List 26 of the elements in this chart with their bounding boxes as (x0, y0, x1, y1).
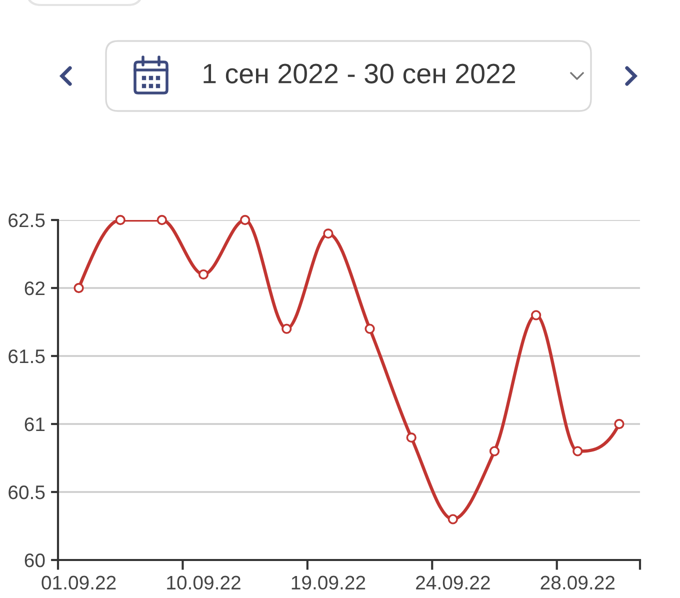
point (448, 514, 458, 524)
point (323, 228, 334, 239)
chart-title: 1 сен 2022 - 30 сен 2022 (204, 64, 516, 84)
x-tick-label: 24.09.22 (416, 576, 490, 590)
point (614, 418, 624, 430)
x-tick-label: 01.09.22 (42, 576, 116, 590)
y-tick-label: 60 (24, 553, 45, 568)
x-tick-label: 19.09.22 (292, 576, 366, 590)
point (406, 432, 416, 443)
point (489, 446, 500, 456)
point (240, 214, 250, 226)
point (282, 324, 292, 334)
y-tick-label: 62 (24, 281, 45, 296)
point (572, 446, 583, 456)
point (531, 310, 542, 320)
y-tick-label: 61.5 (8, 349, 45, 364)
y-tick-label: 61 (24, 417, 45, 432)
point (364, 324, 375, 334)
point (115, 214, 126, 226)
y-tick-label: 60.5 (8, 485, 45, 500)
point (198, 269, 209, 280)
x-tick-label: 28.09.22 (540, 576, 615, 590)
point (156, 214, 167, 226)
x-tick-label: 10.09.22 (167, 576, 240, 590)
point (74, 282, 84, 294)
y-tick-label: 62.5 (8, 213, 45, 228)
